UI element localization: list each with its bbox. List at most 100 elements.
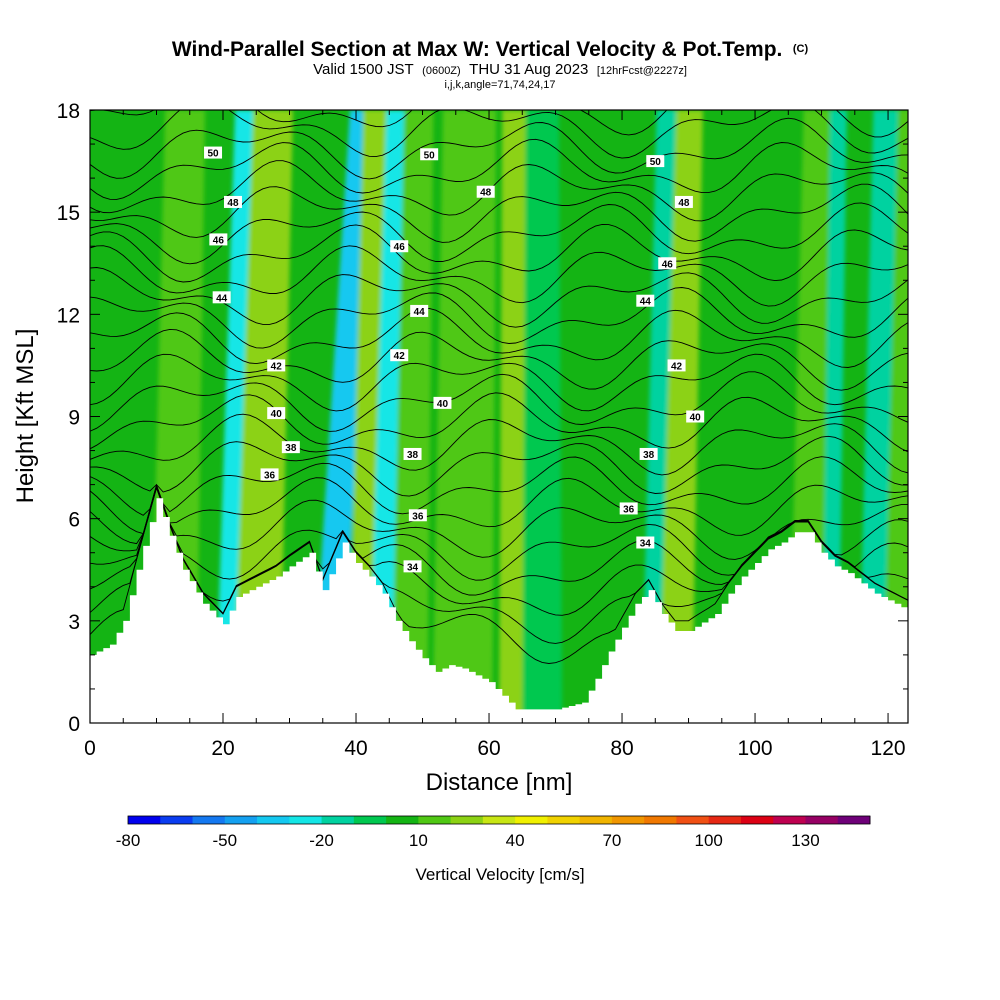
- theta-contour-line: [90, 308, 908, 368]
- colorbar-swatch: [450, 816, 484, 824]
- y-axis-label: Height [Kft MSL]: [12, 329, 39, 504]
- colorbar-swatch: [289, 816, 323, 824]
- colorbar-swatch: [740, 816, 774, 824]
- chart-subtitle-indices: i,j,k,angle=71,74,24,17: [444, 79, 555, 91]
- theta-contour-label: 44: [212, 291, 231, 304]
- colorbar-swatch: [353, 816, 387, 824]
- colorbar-tick-label: 100: [695, 831, 723, 850]
- theta-contour-label-text: 48: [480, 188, 492, 199]
- colorbar-swatch: [547, 816, 581, 824]
- x-tick-label: 0: [84, 737, 96, 760]
- theta-contour-line: [90, 413, 908, 476]
- x-tick-label: 40: [344, 737, 367, 760]
- colorbar-title: Vertical Velocity [cm/s]: [415, 865, 584, 884]
- y-tick-label: 0: [68, 713, 80, 736]
- theta-contour-label-text: 40: [437, 399, 449, 410]
- colorbar-swatch: [708, 816, 742, 824]
- colorbar-swatch: [160, 816, 194, 824]
- y-tick-label: 15: [57, 202, 80, 225]
- theta-contour-label-text: 38: [407, 450, 419, 461]
- theta-contour-label: 36: [260, 468, 279, 481]
- theta-contour-label: 38: [403, 447, 422, 461]
- terrain-mask: [90, 498, 908, 723]
- theta-contour-line: [90, 183, 908, 243]
- theta-contour-label-text: 40: [271, 409, 283, 420]
- colorbar-tick-label: 70: [602, 831, 621, 850]
- theta-contour-labels: 50 48 46 44 42 40 38 36 50 48 46 44 42 40 38 36 34 50 48 46…: [204, 146, 705, 573]
- colorbar-swatch: [257, 816, 290, 824]
- theta-contour-label: 44: [636, 294, 655, 308]
- theta-contour-label-text: 38: [285, 443, 297, 454]
- colorbar-tick-label: -20: [309, 831, 334, 850]
- y-tick-label: 18: [57, 100, 80, 123]
- theta-contour-label-text: 42: [394, 351, 406, 362]
- theta-contour-line: [90, 138, 908, 200]
- x-tick-label: 60: [477, 737, 500, 760]
- theta-contour-line: [90, 110, 908, 159]
- y-tick-label: 9: [68, 407, 80, 430]
- colorbar-tick-label: 10: [409, 831, 428, 850]
- colorbar-swatch: [579, 816, 613, 824]
- x-tick-label: 120: [871, 737, 906, 760]
- theta-contour-label-text: 44: [640, 297, 652, 308]
- theta-contour-line: [90, 328, 908, 391]
- w-column: [432, 110, 497, 723]
- colorbar-swatch: [128, 816, 161, 824]
- x-tick-label: 20: [211, 737, 234, 760]
- theta-contour-line: [90, 117, 908, 180]
- w-column: [522, 110, 563, 723]
- theta-contour-label-text: 36: [623, 504, 635, 515]
- colorbar-swatch: [192, 816, 226, 824]
- theta-contour-line: [90, 477, 908, 536]
- theta-contour-label: 38: [281, 441, 300, 454]
- w-column: [658, 110, 703, 723]
- theta-contour-label: 42: [667, 359, 686, 372]
- subtitle-z: (0600Z): [422, 65, 461, 77]
- theta-contour-label-text: 46: [213, 235, 225, 246]
- chart-title: Wind-Parallel Section at Max W: Vertical…: [172, 38, 809, 61]
- plot-area: 50 48 46 44 42 40 38 36 50 48 46 44 42 40 38 36 34 50 48 46…: [90, 110, 908, 723]
- x-tick-label: 80: [610, 737, 633, 760]
- theta-contour-label-text: 36: [264, 470, 276, 481]
- x-axis: 0 20 40 60 80 100 120: [84, 110, 906, 760]
- theta-contour-label-text: 46: [662, 259, 674, 270]
- theta-contour-label: 36: [619, 502, 638, 515]
- subtitle-date: THU 31 Aug 2023: [469, 61, 588, 78]
- theta-contour-label: 46: [209, 233, 228, 246]
- theta-contour-label-text: 44: [414, 307, 426, 318]
- subtitle-valid: Valid 1500 JST: [313, 61, 414, 78]
- colorbar-swatch: [386, 816, 419, 824]
- theta-contour-label: 42: [267, 359, 286, 372]
- y-tick-label: 12: [57, 304, 80, 327]
- theta-contour-label: 36: [408, 509, 427, 522]
- y-tick-label: 6: [68, 509, 80, 532]
- theta-contour-label: 48: [674, 195, 693, 209]
- w-column: [391, 110, 434, 723]
- theta-contour-label-text: 50: [207, 149, 219, 160]
- theta-contour-line: [90, 223, 908, 283]
- theta-contour-label-text: 38: [643, 450, 655, 461]
- theta-contour-label: 46: [658, 257, 677, 270]
- colorbar-swatch: [773, 816, 806, 824]
- x-axis-label: Distance [nm]: [426, 769, 573, 796]
- theta-contour-line: [90, 392, 908, 453]
- colorbar-swatch: [482, 816, 516, 824]
- theta-contour-label: 34: [636, 536, 655, 550]
- colorbar-tick-label: 130: [791, 831, 819, 850]
- chart-title-copyright: (C): [793, 43, 809, 55]
- theta-contour-label-text: 42: [271, 361, 283, 372]
- theta-contour-label-text: 48: [678, 198, 690, 209]
- theta-contour-label-text: 50: [424, 150, 436, 161]
- colorbar-swatch: [805, 816, 839, 824]
- theta-contour-line: [90, 245, 908, 307]
- colorbar-frame: [127, 815, 871, 825]
- colorbar-tick-label: -80: [116, 831, 141, 850]
- y-axis: 0 36 9 12 15 18: [57, 100, 908, 736]
- colorbar-swatch: [418, 816, 452, 824]
- theta-contour-label-text: 42: [671, 361, 683, 372]
- theta-contour-label: 40: [433, 396, 452, 410]
- theta-contour-label-text: 44: [216, 293, 228, 304]
- theta-contour-label: 50: [420, 148, 439, 161]
- theta-contour-line: [90, 484, 908, 560]
- colorbar-swatch: [837, 816, 871, 824]
